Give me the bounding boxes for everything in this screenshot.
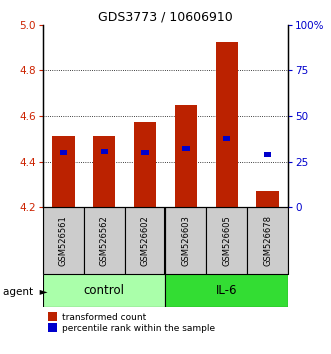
Bar	[215, 42, 238, 207]
Text: GSM526602: GSM526602	[141, 215, 150, 266]
Bar	[43, 274, 166, 307]
Bar	[93, 136, 116, 207]
Bar	[84, 207, 125, 274]
Text: GSM526603: GSM526603	[181, 215, 190, 266]
Bar	[52, 136, 75, 207]
Bar	[247, 207, 288, 274]
Bar	[101, 149, 108, 154]
Bar	[264, 153, 271, 158]
Bar	[166, 274, 288, 307]
Text: agent  ►: agent ►	[3, 287, 48, 297]
Bar	[141, 150, 149, 155]
Bar	[43, 207, 84, 274]
Legend: transformed count, percentile rank within the sample: transformed count, percentile rank withi…	[48, 312, 216, 333]
Title: GDS3773 / 10606910: GDS3773 / 10606910	[98, 11, 233, 24]
Bar	[206, 207, 247, 274]
Text: IL-6: IL-6	[216, 284, 237, 297]
Bar	[256, 192, 279, 207]
Text: GSM526562: GSM526562	[100, 215, 109, 266]
Bar	[125, 207, 166, 274]
Bar	[60, 150, 67, 155]
Text: control: control	[84, 284, 125, 297]
Bar	[175, 105, 197, 207]
Bar	[134, 122, 156, 207]
Bar	[223, 136, 230, 142]
Bar	[166, 207, 206, 274]
Bar	[182, 145, 190, 150]
Text: GSM526561: GSM526561	[59, 215, 68, 266]
Text: GSM526678: GSM526678	[263, 215, 272, 266]
Text: GSM526605: GSM526605	[222, 215, 231, 266]
